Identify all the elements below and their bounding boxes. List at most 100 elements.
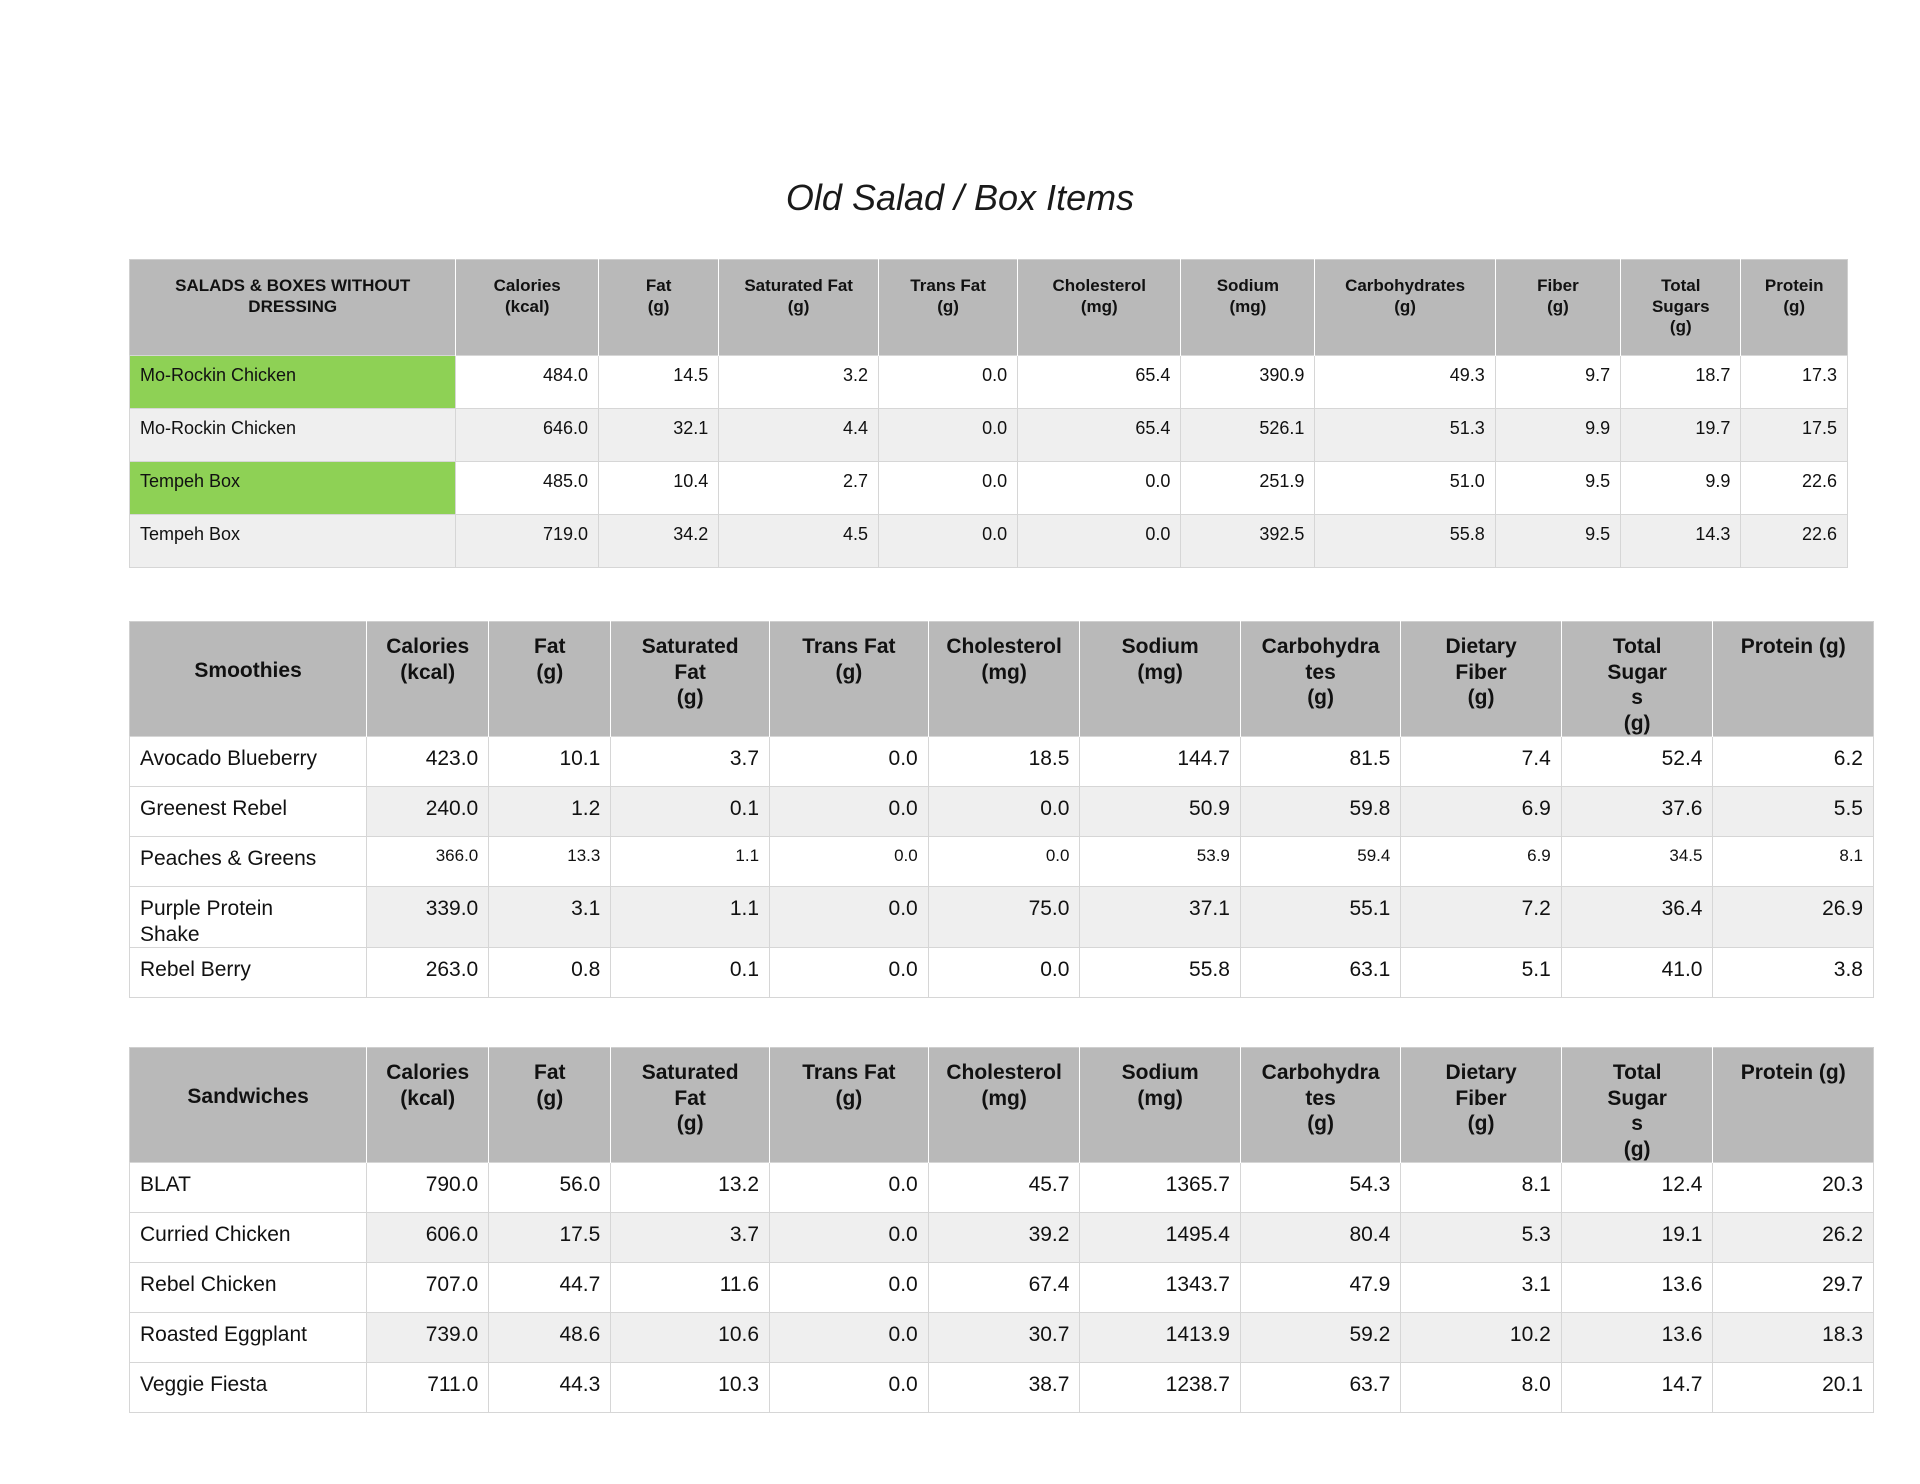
sandwiches-table: Sandwiches Calories (kcal) Fat (g) Saturated … (128, 1047, 1874, 1414)
value-cell: 81.5 (1239, 736, 1402, 788)
column-header-unit: (mg) (1137, 660, 1183, 684)
column-header-unit: (g) (536, 660, 564, 684)
column-header-unit: (g) (536, 1086, 564, 1110)
value-cell: 707.0 (366, 1262, 490, 1314)
table-row: Mo-Rockin Chicken 646.0 32.1 4.4 0.0 65.4 526.… (128, 408, 1848, 462)
value-cell: 1343.7 (1079, 1262, 1241, 1314)
column-header: Protein (g) (1712, 1047, 1874, 1163)
value-cell: 19.7 (1620, 408, 1742, 462)
table-row: Roasted Eggplant 739.0 48.6 10.6 0.0 30.7 1413… (128, 1312, 1874, 1364)
column-header-label: Cholesterol (946, 635, 1062, 658)
value-cell: 14.5 (597, 355, 720, 409)
column-header-label: Total Sugars (1607, 635, 1667, 710)
value-cell: 0.0 (927, 836, 1081, 888)
column-header-label: Saturated Fat (641, 635, 739, 684)
column-header-unit: (g) (787, 296, 810, 316)
value-cell: 9.5 (1494, 461, 1622, 515)
value-cell: 0.0 (769, 1262, 929, 1314)
table-row: Purple Protein Shake 339.0 3.1 1.1 0.0 75.0 37… (128, 886, 1874, 948)
item-name-cell: Avocado Blueberry (128, 736, 368, 788)
value-cell: 65.4 (1017, 355, 1182, 409)
value-cell: 739.0 (366, 1312, 490, 1364)
table-row: Curried Chicken 606.0 17.5 3.7 0.0 39.2 1495.4… (128, 1212, 1874, 1264)
value-cell: 526.1 (1180, 408, 1316, 462)
table-row: BLAT 790.0 56.0 13.2 0.0 45.7 1365.7 54.3 8.1 12.… (128, 1162, 1874, 1214)
column-header-unit: (mg) (981, 1086, 1027, 1110)
value-cell: 37.6 (1560, 786, 1714, 838)
value-cell: 55.8 (1314, 514, 1496, 568)
value-cell: 711.0 (366, 1362, 490, 1414)
value-cell: 0.8 (488, 946, 612, 998)
value-cell: 14.3 (1620, 514, 1742, 568)
table-title-header: Sandwiches (129, 1047, 367, 1163)
value-cell: 29.7 (1712, 1262, 1874, 1314)
header-row: Sandwiches Calories (kcal) Fat (g) Saturated … (129, 1047, 1874, 1163)
value-cell: 32.1 (597, 408, 720, 462)
value-cell: 22.6 (1740, 461, 1848, 515)
column-header: Carbohydrates (g) (1239, 621, 1401, 737)
value-cell: 0.0 (1017, 514, 1182, 568)
item-name-cell: Purple Protein Shake (128, 886, 368, 948)
value-cell: 3.1 (488, 886, 612, 948)
item-name: Rebel Berry (140, 957, 251, 981)
value-cell: 65.4 (1017, 408, 1182, 462)
value-cell: 5.3 (1400, 1212, 1562, 1264)
item-name-cell: Greenest Rebel (128, 786, 368, 838)
value-cell: 0.0 (769, 1362, 929, 1414)
table-title-header: SALADS & BOXES WITHOUT DRESSING (129, 259, 456, 356)
column-header-unit: (g) (1307, 686, 1335, 710)
item-name-cell: Tempeh Box (128, 514, 457, 568)
value-cell: 55.1 (1239, 886, 1402, 948)
column-header-unit: (g) (647, 296, 670, 316)
column-header-unit: (g) (1307, 1112, 1335, 1136)
column-header: Cholesterol (mg) (1017, 259, 1181, 356)
column-header: Saturated Fat (g) (610, 621, 770, 737)
value-cell: 0.0 (769, 886, 929, 948)
column-header: Total Sugars (g) (1620, 259, 1741, 356)
value-cell: 10.3 (610, 1362, 771, 1414)
salads-table-section: SALADS & BOXES WITHOUT DRESSING Calories(… (128, 259, 1848, 568)
value-cell: 1.1 (610, 836, 771, 888)
value-cell: 63.7 (1239, 1362, 1402, 1414)
column-header: Sodium (mg) (1079, 1047, 1241, 1163)
sandwiches-table-section: Sandwiches Calories (kcal) Fat (g) Saturated … (128, 1047, 1874, 1414)
column-header-label: Dietary Fiber (1445, 1061, 1517, 1110)
value-cell: 38.7 (927, 1362, 1081, 1414)
value-cell: 719.0 (455, 514, 599, 568)
table-row: Tempeh Box 485.0 10.4 2.7 0.0 0.0 251.9 51.0 9.5… (128, 461, 1848, 515)
table-title-header: Smoothies (129, 621, 367, 737)
item-name: BLAT (140, 1173, 191, 1197)
column-header: Cholesterol (mg) (927, 1047, 1080, 1163)
column-header: Sodium (mg) (1079, 621, 1241, 737)
column-header-label: Fiber (1537, 276, 1579, 295)
item-name: Mo-Rockin Chicken (140, 365, 297, 385)
value-cell: 34.5 (1560, 836, 1714, 888)
column-header-unit: (mg) (1080, 296, 1118, 316)
value-cell: 53.9 (1079, 836, 1241, 888)
value-cell: 0.0 (927, 786, 1081, 838)
value-cell: 7.2 (1400, 886, 1562, 948)
value-cell: 0.0 (1017, 461, 1182, 515)
salads-boxes-table: SALADS & BOXES WITHOUT DRESSING Calories(… (128, 259, 1848, 568)
column-header: Saturated Fat (g) (610, 1047, 770, 1163)
column-header: Fat (g) (597, 259, 719, 356)
value-cell: 4.4 (718, 408, 880, 462)
item-name-cell: Mo-Rockin Chicken (128, 355, 457, 409)
value-cell: 10.4 (597, 461, 720, 515)
value-cell: 17.3 (1740, 355, 1848, 409)
value-cell: 6.2 (1712, 736, 1874, 788)
value-cell: 606.0 (366, 1212, 490, 1264)
item-name-cell: Veggie Fiesta (128, 1362, 368, 1414)
value-cell: 56.0 (488, 1162, 612, 1214)
column-header-unit: (g) (676, 686, 704, 710)
column-header-unit: (g) (835, 660, 863, 684)
value-cell: 1238.7 (1079, 1362, 1241, 1414)
item-name: Tempeh Box (140, 471, 241, 491)
column-header: Calories (kcal) (366, 1047, 489, 1163)
column-header: Total Sugars (g) (1560, 621, 1713, 737)
value-cell: 2.7 (718, 461, 880, 515)
column-header-label: Sodium (1121, 635, 1199, 658)
column-header-label: Calories (386, 1061, 470, 1084)
column-header: Carbohydrates (g) (1314, 259, 1496, 356)
column-header: Sodium (mg) (1180, 259, 1315, 356)
